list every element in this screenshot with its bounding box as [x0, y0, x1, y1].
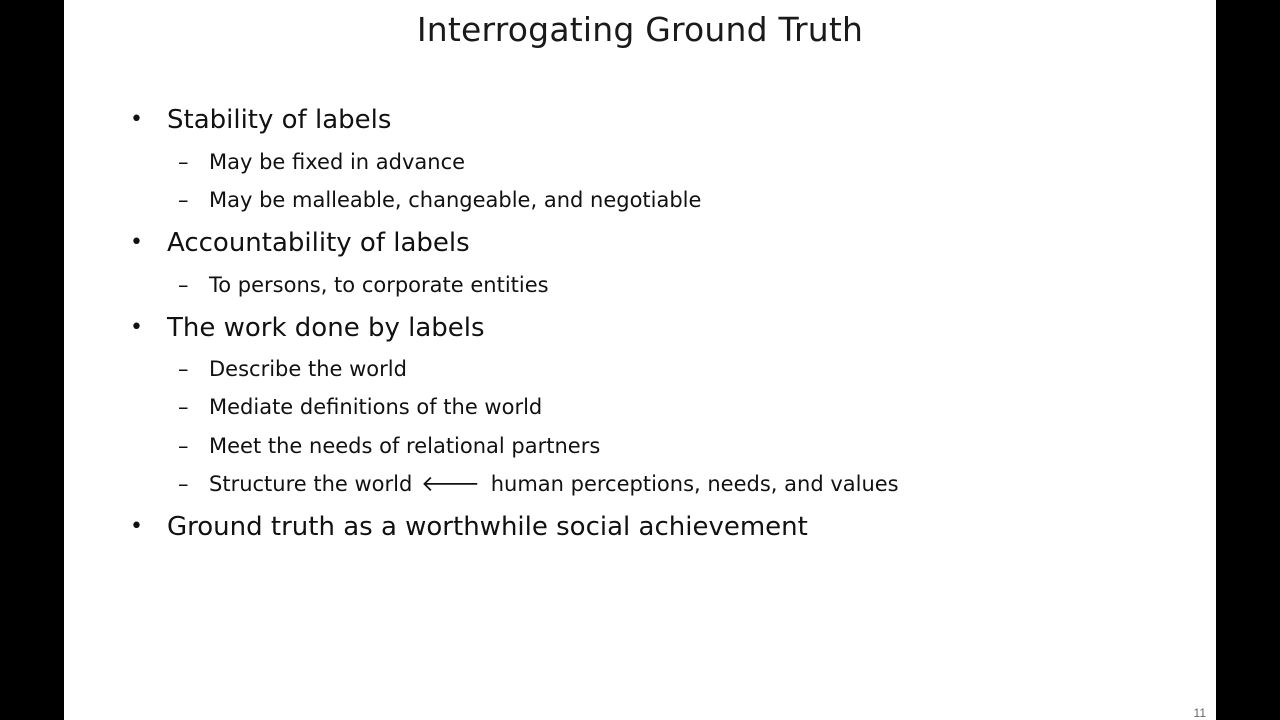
sub-bullet-text-before: Structure the world: [209, 472, 413, 496]
sub-bullet-text: Describe the world: [209, 357, 407, 381]
bullet-text: The work done by labels: [167, 313, 485, 343]
bullet-marker: •: [130, 514, 143, 539]
sub-bullet-text: Meet the needs of relational partners: [209, 434, 601, 458]
bullet-marker: •: [130, 107, 143, 132]
bullet-marker: •: [130, 315, 143, 340]
dash-marker: –: [178, 434, 189, 458]
bullet-text: Stability of labels: [167, 105, 392, 135]
sub-bullet-text-after: human perceptions, needs, and values: [490, 472, 899, 496]
sub-bullet-text: May be fixed in advance: [209, 150, 466, 174]
page-number: 11: [1193, 706, 1206, 720]
dash-marker: –: [178, 395, 189, 419]
left-arrow-icon: 🡐: [421, 472, 481, 497]
sub-bullet-text: May be malleable, changeable, and negoti…: [209, 188, 702, 212]
bullet-text: Accountability of labels: [167, 228, 470, 258]
bullet-text: Ground truth as a worthwhile social achi…: [167, 512, 808, 542]
slide: Interrogating Ground Truth • Stability o…: [64, 0, 1216, 720]
dash-marker: –: [178, 273, 189, 297]
sub-bullet-text: To persons, to corporate entities: [209, 273, 549, 297]
dash-marker: –: [178, 357, 189, 381]
slide-title: Interrogating Ground Truth: [416, 10, 864, 49]
dash-marker: –: [178, 472, 189, 496]
dash-marker: –: [178, 150, 189, 174]
dash-marker: –: [178, 188, 189, 212]
sub-bullet-text: Structure the world 🡐 human perceptions,…: [209, 471, 899, 498]
sub-bullet-text: Mediate definitions of the world: [209, 395, 543, 419]
bullet-marker: •: [130, 230, 143, 255]
